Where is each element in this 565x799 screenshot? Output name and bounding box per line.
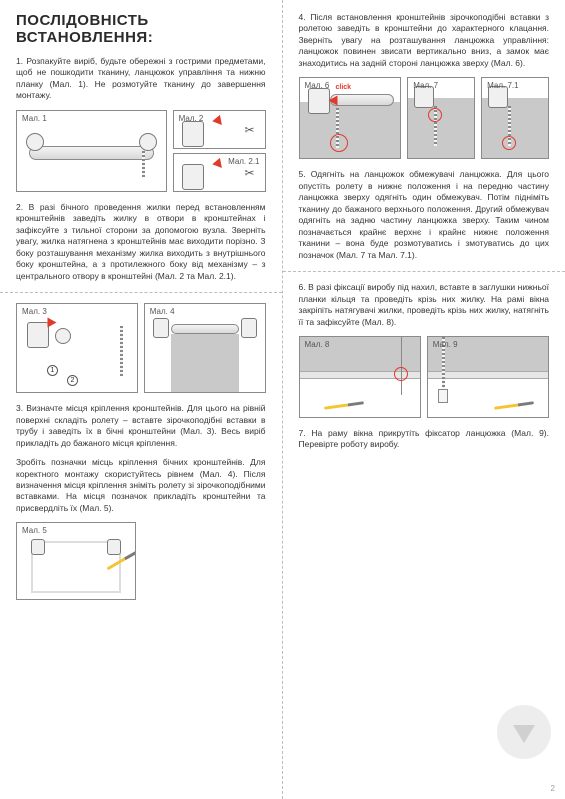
figure-7: Мал. 7: [407, 77, 475, 159]
figure-2: Мал. 2 ✂: [173, 110, 266, 149]
click-label: click: [336, 84, 352, 91]
figure-4-label: Мал. 4: [150, 307, 175, 316]
figure-row-1-2: Мал. 1 Мал. 2 ✂ Мал. 2.1 ✂: [16, 110, 266, 192]
step-3b-text: Зробіть позначки місць кріплення бічних …: [16, 457, 266, 514]
watermark-icon: [497, 705, 551, 759]
figure-8: Мал. 8: [299, 336, 421, 418]
right-column: 4. Після встановлення кронштейнів зірочк…: [283, 0, 565, 799]
figure-2-label: Мал. 2: [179, 114, 204, 123]
step-7-text: 7. На раму вікна прикрутіть фіксатор лан…: [299, 428, 550, 451]
figure-row-3-4: Мал. 3 1 2 Мал. 4: [16, 303, 266, 393]
step-6-text: 6. В разі фіксації виробу під нахил, вст…: [299, 282, 550, 328]
scissors-icon: ✂: [244, 123, 254, 137]
page-title: ПОСЛІДОВНІСТЬ ВСТАНОВЛЕННЯ:: [16, 12, 266, 46]
figure-5: Мал. 5: [16, 522, 136, 600]
figure-2-1-label: Мал. 2.1: [228, 157, 259, 166]
badge-1: 1: [47, 365, 58, 376]
figure-8-label: Мал. 8: [305, 340, 330, 349]
figure-1-label: Мал. 1: [22, 114, 47, 123]
step-1-text: 1. Розпакуйте виріб, будьте обережні з г…: [16, 56, 266, 102]
figure-6: Мал. 6 click: [299, 77, 402, 159]
figure-row-8-9: Мал. 8 Мал. 9: [299, 336, 550, 418]
figure-9: Мал. 9: [427, 336, 549, 418]
figure-6-label: Мал. 6: [305, 81, 330, 90]
badge-2: 2: [67, 375, 78, 386]
figure-2-1: Мал. 2.1 ✂: [173, 153, 266, 192]
figure-7-1-label: Мал. 7.1: [487, 81, 518, 90]
step-2-text: 2. В разі бічного проведення жилки перед…: [16, 202, 266, 282]
figure-3-label: Мал. 3: [22, 307, 47, 316]
figure-9-label: Мал. 9: [433, 340, 458, 349]
step-5-text: 5. Одягніть на ланцюжок обмежувачі ланцю…: [299, 169, 550, 261]
figure-5-label: Мал. 5: [22, 526, 47, 535]
figure-1: Мал. 1: [16, 110, 167, 192]
horizontal-divider-left: [0, 292, 282, 293]
figure-4: Мал. 4: [144, 303, 266, 393]
figure-row-5: Мал. 5: [16, 522, 266, 600]
figure-7-label: Мал. 7: [413, 81, 438, 90]
figure-7-1: Мал. 7.1: [481, 77, 549, 159]
step-4-text: 4. Після встановлення кронштейнів зірочк…: [299, 12, 550, 69]
figure-row-6-7: Мал. 6 click Мал. 7 Мал. 7.1: [299, 77, 550, 159]
figure-3: Мал. 3 1 2: [16, 303, 138, 393]
page-number: 2: [551, 784, 555, 793]
horizontal-divider-right: [283, 271, 565, 272]
step-3a-text: 3. Визначте місця кріплення кронштейнів.…: [16, 403, 266, 449]
scissors-icon-2: ✂: [244, 166, 254, 180]
left-column: ПОСЛІДОВНІСТЬ ВСТАНОВЛЕННЯ: 1. Розпакуйт…: [0, 0, 283, 799]
